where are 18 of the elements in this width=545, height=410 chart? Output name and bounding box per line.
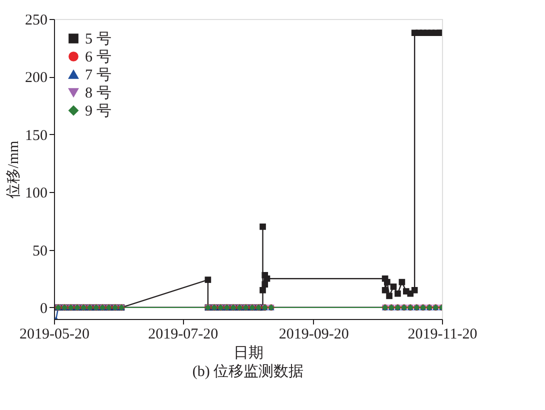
- y-tick-label: 50: [32, 243, 48, 260]
- x-tick-label: 2019-05-20: [20, 326, 90, 342]
- y-tick-label: 0: [40, 300, 48, 317]
- legend-label: 8 号: [85, 86, 112, 102]
- x-tick-label: 2019-09-20: [278, 326, 349, 342]
- legend-label: 6 号: [85, 50, 112, 66]
- legend-label: 7 号: [85, 68, 112, 84]
- text: (b) 位移监测数据: [192, 363, 304, 380]
- legend-label: 5 号: [85, 32, 112, 48]
- x-axis-title: 日期: [234, 344, 264, 362]
- x-tick-label: 2019-11-20: [408, 326, 478, 342]
- y-tick-label: 150: [25, 128, 48, 144]
- y-axis-title: 位移/mm: [5, 140, 22, 198]
- x-tick-label: 2019-07-20: [148, 326, 218, 342]
- y-tick-label: 200: [25, 70, 48, 86]
- legend-label: 9 号: [85, 104, 112, 120]
- y-tick-label: 100: [25, 186, 48, 202]
- y-tick-label: 250: [25, 12, 48, 28]
